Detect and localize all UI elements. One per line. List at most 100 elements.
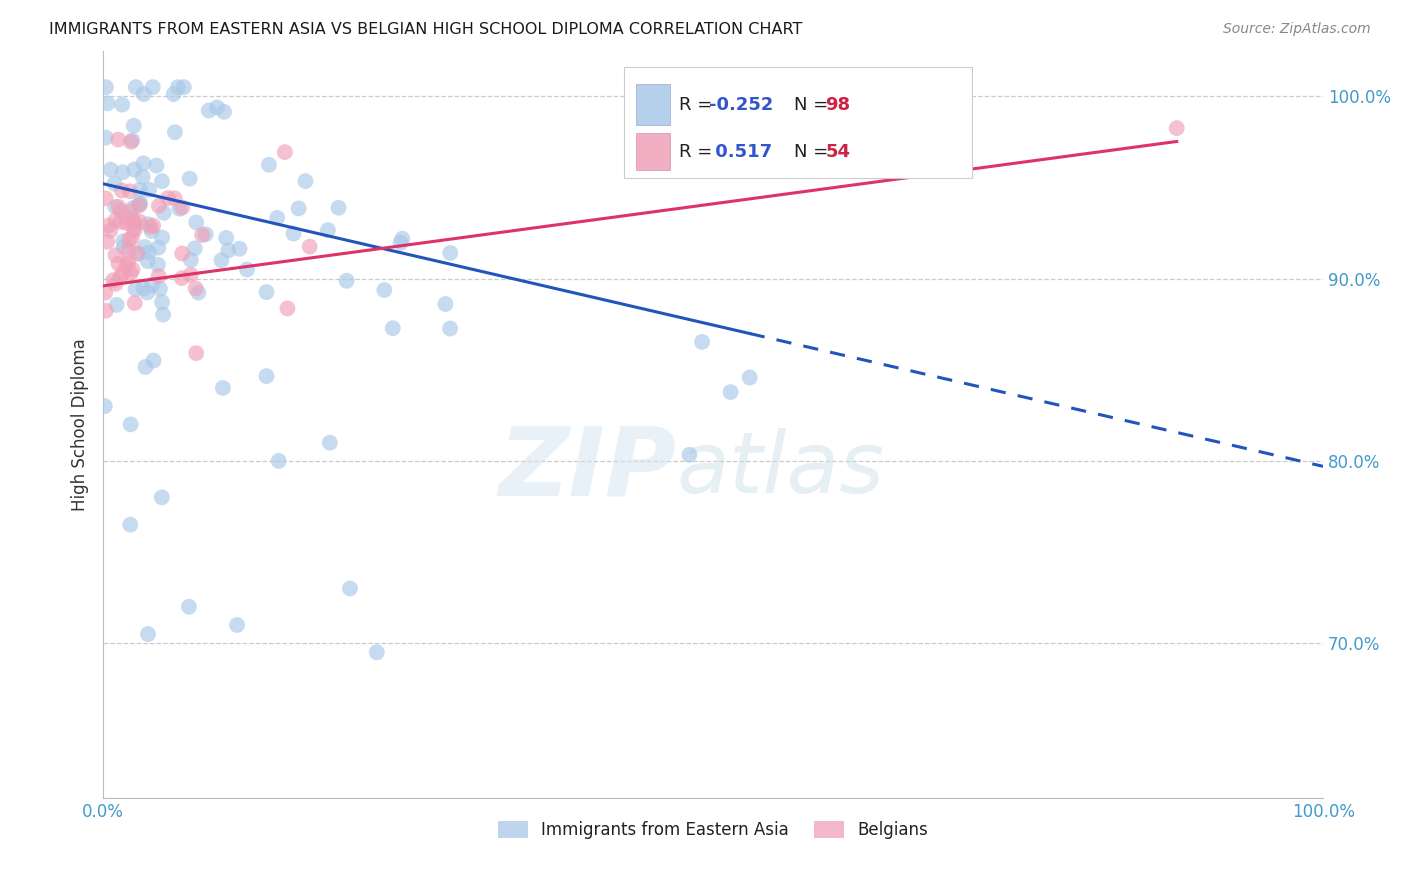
Point — [121, 133, 143, 147]
Point — [134, 240, 156, 254]
Point — [266, 211, 288, 225]
Point — [136, 254, 159, 268]
Point — [138, 183, 160, 197]
Point — [120, 204, 142, 219]
Point — [104, 200, 127, 214]
Text: 54: 54 — [825, 144, 851, 161]
Point — [336, 274, 359, 288]
Point — [172, 201, 194, 215]
Bar — [637, 85, 671, 126]
Point — [366, 645, 388, 659]
Point — [97, 219, 120, 233]
Point — [184, 281, 207, 295]
Point — [110, 215, 132, 229]
Point — [125, 246, 148, 260]
Point — [389, 235, 412, 250]
Point — [136, 285, 159, 300]
Point — [124, 296, 146, 310]
Point — [94, 285, 117, 300]
Point — [391, 232, 413, 246]
Point — [103, 177, 125, 191]
Point — [142, 219, 165, 233]
Point — [125, 80, 148, 95]
Point — [180, 252, 202, 267]
Point — [105, 298, 128, 312]
Point — [124, 223, 146, 237]
Text: N =: N = — [793, 96, 834, 114]
Point — [94, 130, 117, 145]
Point — [738, 370, 761, 384]
Point — [434, 297, 457, 311]
Text: -0.252: -0.252 — [710, 96, 773, 114]
Point — [150, 174, 173, 188]
Point — [186, 215, 208, 229]
Point — [298, 240, 321, 254]
Point — [120, 135, 142, 149]
Point — [163, 87, 186, 102]
Text: IMMIGRANTS FROM EASTERN ASIA VS BELGIAN HIGH SCHOOL DIPLOMA CORRELATION CHART: IMMIGRANTS FROM EASTERN ASIA VS BELGIAN … — [49, 22, 803, 37]
Point — [148, 269, 170, 284]
Point — [117, 255, 139, 269]
Point — [678, 448, 700, 462]
Text: 98: 98 — [825, 96, 851, 114]
Point — [163, 125, 186, 139]
Point — [209, 253, 232, 268]
Point — [117, 244, 139, 258]
Text: atlas: atlas — [676, 428, 884, 511]
Point — [146, 258, 169, 272]
Point — [191, 227, 214, 242]
Point — [169, 202, 191, 216]
Point — [115, 259, 138, 273]
Point — [138, 245, 160, 260]
Point — [142, 80, 165, 95]
Point — [212, 104, 235, 119]
Point — [121, 201, 143, 215]
Point — [107, 132, 129, 146]
Point — [132, 281, 155, 295]
Text: 0.517: 0.517 — [710, 144, 773, 161]
Point — [205, 100, 228, 114]
Point — [94, 303, 117, 318]
Point — [236, 262, 259, 277]
Point — [121, 231, 143, 245]
Point — [111, 97, 134, 112]
Legend: Immigrants from Eastern Asia, Belgians: Immigrants from Eastern Asia, Belgians — [491, 814, 935, 846]
Point — [136, 627, 159, 641]
Point — [381, 321, 404, 335]
Point — [287, 202, 309, 216]
Point — [179, 171, 201, 186]
Point — [122, 213, 145, 227]
Point — [111, 184, 134, 198]
Point — [156, 191, 179, 205]
Point — [100, 162, 122, 177]
Point — [150, 230, 173, 244]
Point — [128, 198, 150, 212]
Point — [110, 203, 132, 218]
Point — [690, 334, 713, 349]
Point — [120, 417, 142, 432]
Point — [215, 231, 238, 245]
Point — [94, 399, 117, 413]
Point — [141, 224, 163, 238]
Point — [142, 353, 165, 368]
Point — [328, 201, 350, 215]
Point — [94, 80, 117, 95]
Point — [152, 206, 174, 220]
Point — [217, 244, 239, 258]
Point — [122, 162, 145, 177]
Text: Source: ZipAtlas.com: Source: ZipAtlas.com — [1223, 22, 1371, 37]
Point — [148, 241, 170, 255]
Point — [141, 277, 163, 292]
Point — [283, 227, 305, 241]
Point — [96, 235, 118, 249]
Point — [186, 346, 208, 360]
Point — [373, 283, 395, 297]
Point — [104, 277, 127, 291]
Point — [172, 246, 194, 260]
Point — [439, 246, 461, 260]
Point — [122, 216, 145, 230]
Point — [104, 248, 127, 262]
Point — [256, 285, 278, 299]
Point — [149, 282, 172, 296]
Point — [316, 223, 339, 237]
